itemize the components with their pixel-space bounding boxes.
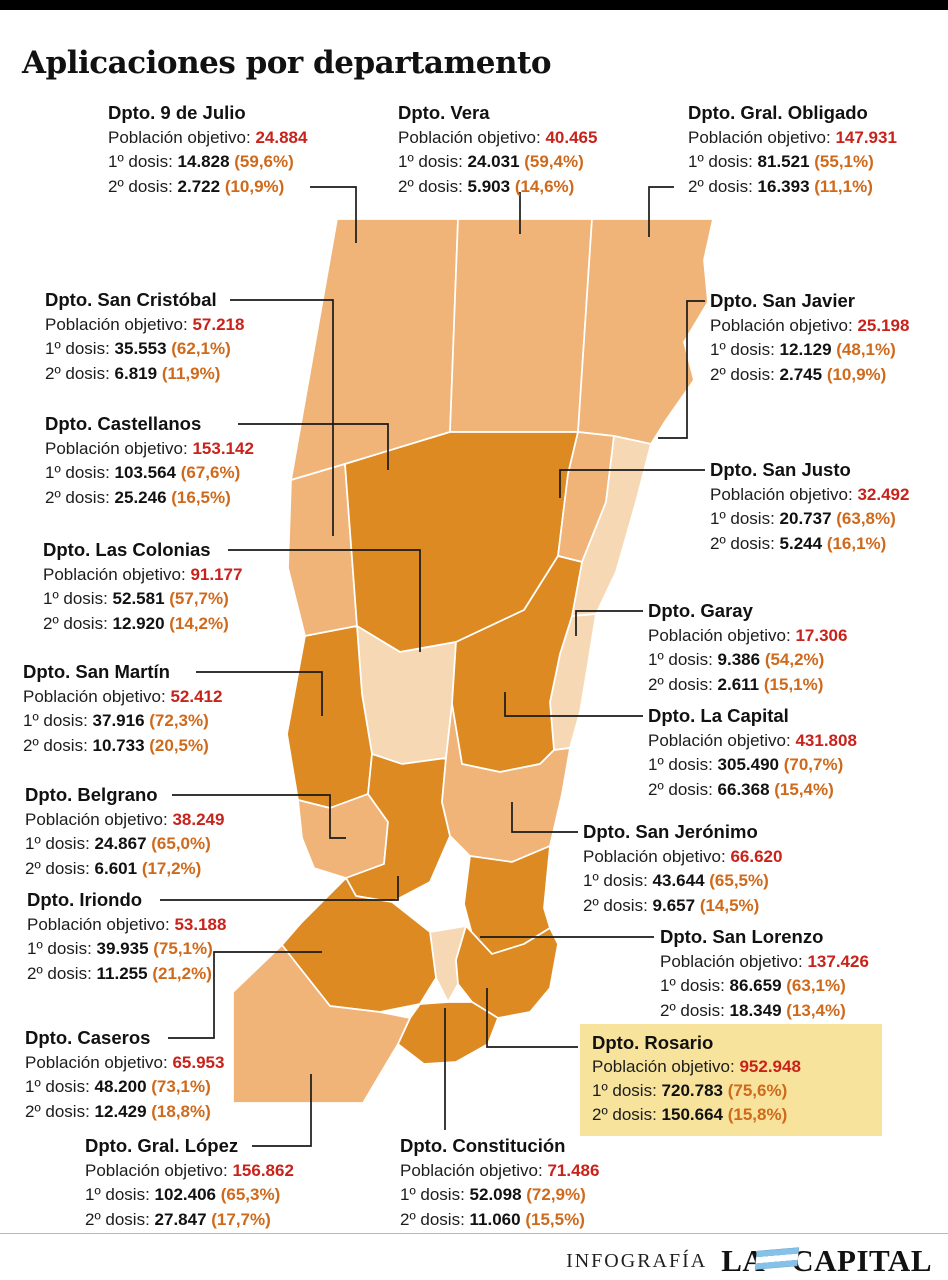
leader-line-san-cristobal xyxy=(230,299,334,536)
leader-line-las-colonias xyxy=(228,549,421,652)
leader-line-san-jeronimo xyxy=(511,802,578,833)
map-region-gral-lopez xyxy=(232,944,411,1104)
logo-capital: CAPITAL xyxy=(791,1243,932,1278)
leader-line-san-justo xyxy=(559,469,705,498)
map-region-vera xyxy=(449,218,593,433)
infografia-label: INFOGRAFÍA xyxy=(566,1249,708,1272)
leader-line-garay xyxy=(575,610,643,636)
leader-line-gral-obligado xyxy=(648,186,674,237)
leader-line-la-capital xyxy=(504,692,643,717)
map-region-san-martin xyxy=(286,625,373,809)
argentina-flag-icon xyxy=(755,1246,800,1270)
leader-line-caseros xyxy=(168,951,322,1039)
map-region-iriondo xyxy=(345,753,451,903)
map-region-gral-obligado xyxy=(577,218,714,445)
leader-line-belgrano xyxy=(172,794,346,839)
leader-line-iriondo xyxy=(160,876,399,901)
map-region-rosario xyxy=(455,925,559,1019)
leader-line-san-javier xyxy=(658,300,705,439)
leader-line-gral-lopez xyxy=(252,1074,312,1147)
leader-line-castellanos xyxy=(238,423,389,470)
la-capital-logo: LA CAPITAL xyxy=(721,1243,932,1279)
leader-line-rosario xyxy=(486,988,578,1048)
top-black-bar xyxy=(0,0,948,10)
footer: INFOGRAFÍA LA CAPITAL xyxy=(566,1243,932,1279)
leader-line-nueve-julio xyxy=(310,186,357,243)
page-title: Aplicaciones por departamento xyxy=(22,44,552,81)
footer-divider xyxy=(0,1233,948,1234)
map-region-san-jeronimo xyxy=(441,703,571,863)
map-region-belgrano xyxy=(297,793,389,879)
map-region-constitucion xyxy=(397,1001,499,1065)
leader-line-san-martin xyxy=(196,671,323,716)
